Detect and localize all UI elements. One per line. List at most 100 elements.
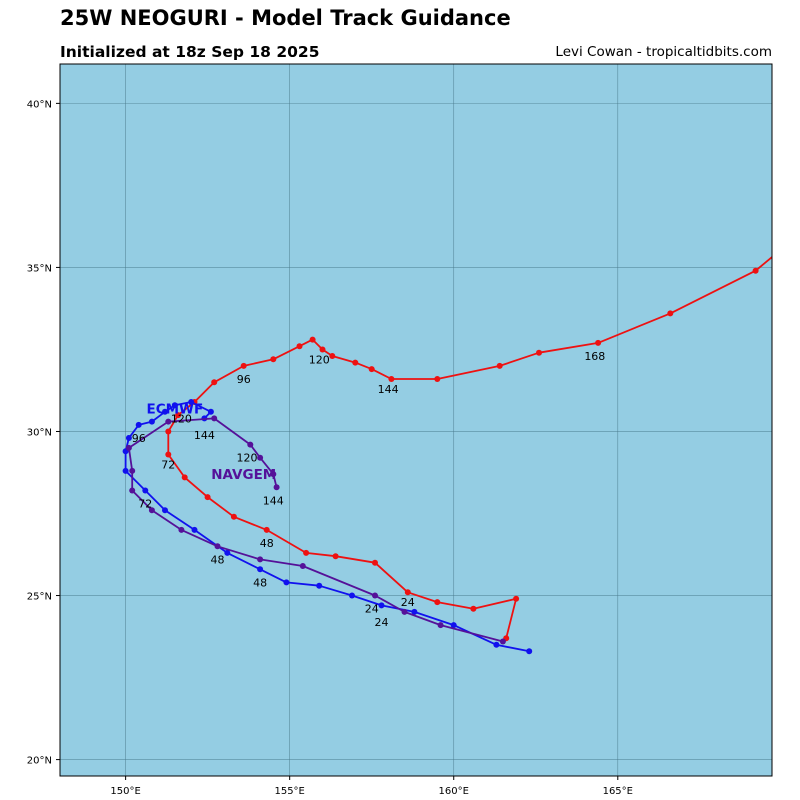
forecast-hour-label: 48 xyxy=(253,576,267,589)
forecast-hour-label: 48 xyxy=(210,553,224,566)
page-title: 25W NEOGURI - Model Track Guidance xyxy=(60,6,511,30)
track-point xyxy=(299,563,306,569)
forecast-hour-label: 72 xyxy=(161,458,175,471)
track-point xyxy=(536,349,542,356)
forecast-hour-label: 168 xyxy=(584,350,605,363)
track-point xyxy=(204,494,211,501)
track-point xyxy=(263,526,270,533)
track-point xyxy=(211,379,218,386)
track-point xyxy=(772,251,778,257)
track-point xyxy=(499,638,506,645)
track-point xyxy=(148,507,155,514)
track-point xyxy=(165,418,172,425)
track-point xyxy=(188,399,195,405)
lat-tick-label: 20°N xyxy=(27,756,52,767)
track-point xyxy=(224,549,231,556)
lon-tick-label: 165°E xyxy=(603,786,633,797)
forecast-hour-label: 48 xyxy=(260,537,274,550)
track-point xyxy=(240,362,247,369)
track-point xyxy=(319,346,326,353)
forecast-hour-label: 96 xyxy=(132,432,146,445)
track-point xyxy=(752,267,759,274)
track-point xyxy=(165,451,172,458)
track-point xyxy=(296,343,303,350)
model-name-label: ECMWF xyxy=(146,402,203,418)
track-point xyxy=(181,474,188,481)
track-point xyxy=(434,599,441,606)
lon-tick-label: 155°E xyxy=(274,786,304,797)
forecast-hour-label: 24 xyxy=(401,596,415,609)
track-point xyxy=(178,526,185,533)
forecast-hour-label: 120 xyxy=(171,412,192,425)
credit-text: Levi Cowan - tropicaltidbits.com xyxy=(555,44,772,60)
lon-tick-label: 160°E xyxy=(439,786,469,797)
track-point xyxy=(125,444,132,451)
tracks-group xyxy=(122,251,778,655)
track-point xyxy=(434,376,441,382)
track-point xyxy=(142,487,149,494)
track-point xyxy=(129,487,136,494)
track-point xyxy=(595,339,602,346)
track-point xyxy=(378,602,385,609)
track-point xyxy=(165,428,172,435)
track-point xyxy=(411,608,418,615)
track-point xyxy=(162,507,168,514)
track-point xyxy=(122,467,129,474)
track-point xyxy=(270,471,277,478)
forecast-hour-label: 144 xyxy=(194,429,215,442)
forecast-hour-label: 24 xyxy=(375,616,389,629)
track-point xyxy=(283,579,290,586)
track-point xyxy=(207,408,214,415)
track-point xyxy=(437,622,444,629)
track-point xyxy=(214,543,221,550)
track-point xyxy=(352,359,359,366)
track-point xyxy=(175,412,182,419)
track-point xyxy=(230,513,237,520)
lat-tick-label: 40°N xyxy=(27,99,52,110)
forecast-hour-label: 144 xyxy=(378,383,399,396)
map-frame xyxy=(59,63,773,777)
track-point xyxy=(349,592,355,599)
init-time-subtitle: Initialized at 18z Sep 18 2025 xyxy=(60,43,320,61)
track-point xyxy=(273,484,280,491)
forecast-hour-label: 72 xyxy=(138,498,152,511)
track-point xyxy=(162,408,168,415)
track-point xyxy=(372,592,378,599)
lat-tick-label: 25°N xyxy=(27,592,52,603)
track-point xyxy=(450,622,457,629)
track-point xyxy=(257,556,264,563)
track-point xyxy=(496,362,503,369)
track-point xyxy=(257,454,264,461)
track-point xyxy=(171,402,178,409)
track-point xyxy=(332,553,339,560)
forecast-hour-label: 24 xyxy=(365,603,379,616)
track-point xyxy=(303,549,310,556)
track-point xyxy=(125,435,132,441)
track-point xyxy=(257,566,264,573)
track-point xyxy=(135,421,142,428)
track-point xyxy=(388,376,395,382)
track-point xyxy=(247,441,254,448)
track-point xyxy=(148,418,155,425)
track-point xyxy=(513,595,520,602)
forecast-hour-label: 120 xyxy=(237,452,258,465)
track-point xyxy=(404,589,411,596)
track-point xyxy=(316,582,323,589)
track-point xyxy=(667,310,674,317)
track-point xyxy=(401,608,408,615)
track-point xyxy=(129,467,136,474)
lon-tick-label: 150°E xyxy=(110,786,140,797)
track-point xyxy=(270,356,277,363)
track-point xyxy=(211,415,218,422)
track-point xyxy=(526,648,533,655)
track-point xyxy=(191,526,198,533)
track-point xyxy=(368,366,375,373)
lat-tick-label: 35°N xyxy=(27,263,52,274)
lat-tick-label: 30°N xyxy=(27,427,52,438)
track-point xyxy=(470,605,477,612)
forecast-hour-label: 120 xyxy=(309,353,330,366)
track-point xyxy=(329,353,336,359)
model-name-label: NAVGEM xyxy=(211,467,276,483)
forecast-hour-label: 144 xyxy=(263,494,284,507)
